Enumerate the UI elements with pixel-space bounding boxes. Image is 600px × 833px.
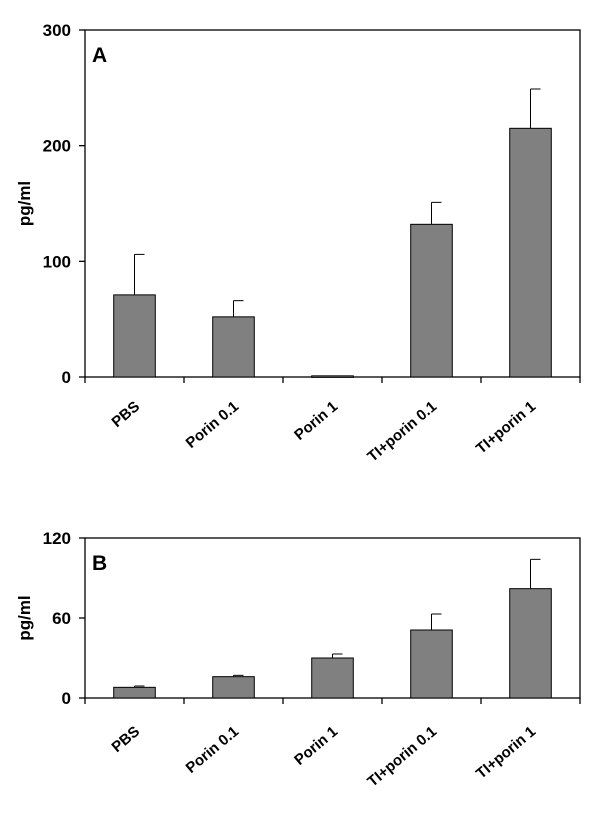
panel-b-category-label: Porin 0.1 [183,723,242,777]
panel-a-category-label: TI+porin 1 [473,398,539,457]
panel-a-y-tick-label: 200 [43,137,71,156]
panel-b-category-label: TI+porin 0.1 [364,723,440,790]
panel-a-bar [113,294,156,378]
panel-a-bar [509,127,552,378]
panel-a-panel-label: A [92,44,107,67]
panel-b-bar [113,686,156,699]
panel-a-y-tick-label: 0 [62,368,71,387]
panel-a-plot-frame [84,29,581,378]
panel-b-y-tick-label: 120 [43,529,71,548]
panel-a-category-label: PBS [109,398,144,431]
panel-a-category-label: Porin 1 [291,398,341,444]
panel-b-chart: 0 60 120 PBS Porin 0.1 Porin 1 TI+porin 0.1 TI+… [15,529,581,790]
panel-b-category-label: PBS [109,723,144,756]
panel-a-bar [311,375,354,378]
panel-a-category-label: TI+porin 0.1 [364,398,440,465]
panel-a-y-tick-label: 300 [43,21,71,40]
panel-b-y-axis-title: pg/ml [15,595,34,640]
panel-a-bar [410,223,453,378]
panel-b-panel-label: B [92,552,107,575]
panel-b-bar [311,657,354,699]
panel-b-category-label: Porin 1 [291,723,341,769]
panel-b-y-tick-label: 0 [62,689,71,708]
panel-b-bar [410,629,453,699]
panel-a-chart: 0 100 200 300 PBS Porin 0.1 Porin 1 TI+porin 0.… [15,21,581,465]
panel-b-bar [212,676,255,699]
panel-b-y-tick-label: 60 [52,609,71,628]
panel-b-bar [509,588,552,699]
panel-b-category-label: TI+porin 1 [473,723,539,782]
panel-a-y-axis-title: pg/ml [15,181,34,226]
panel-a-bar [212,316,255,378]
panel-a-category-label: Porin 0.1 [183,398,242,452]
panel-a-y-tick-label: 100 [43,252,71,271]
